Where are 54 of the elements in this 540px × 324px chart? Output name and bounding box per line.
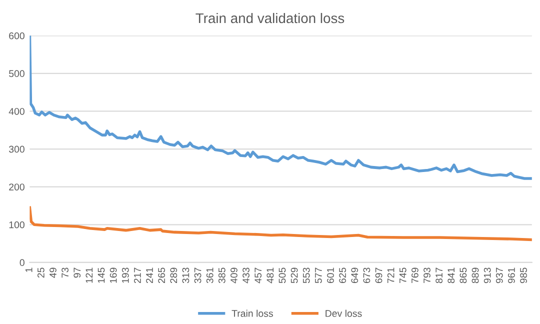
x-tick-label: 721 [387,268,394,284]
x-tick-label: 625 [339,268,346,284]
x-tick-label: 913 [484,268,491,284]
x-tick-label: 697 [375,268,382,284]
x-tick-label: 889 [472,268,479,284]
x-tick-label: 937 [496,268,503,284]
x-tick-label: 673 [363,268,370,284]
x-tick-label: 745 [400,268,406,284]
x-tick-label: 817 [436,268,443,284]
x-tick-label: 649 [351,268,358,284]
x-tick-label: 1 [26,268,32,272]
y-tick-label: 400 [8,108,24,115]
x-tick-label: 361 [206,268,214,284]
x-tick-label: 409 [230,268,238,284]
x-tick-label: 865 [460,268,467,284]
x-tick-label: 961 [508,268,515,284]
x-tick-label: 769 [412,268,418,284]
x-tick-label: 433 [242,268,250,284]
legend-label: Dev loss [326,310,362,317]
x-tick-label: 73 [62,268,69,278]
chart-title: Train and validation loss [196,12,344,24]
x-tick-label: 553 [302,268,310,284]
x-tick-label: 481 [266,268,274,284]
x-tick-label: 241 [146,268,153,284]
y-tick-label: 500 [9,70,24,78]
x-tick-label: 385 [218,268,226,284]
x-tick-label: 145 [98,268,105,283]
y-tick-label: 600 [9,32,24,40]
y-tick-label: 200 [9,184,24,190]
x-tick-label: 505 [278,268,286,284]
x-tick-label: 457 [254,268,262,284]
x-tick-label: 97 [74,268,81,278]
x-tick-label: 529 [290,268,298,284]
x-tick-label: 313 [182,268,190,284]
y-tick-label: 100 [9,221,24,228]
x-tick-label: 985 [520,268,527,284]
x-tick-label: 601 [327,268,334,284]
x-tick-label: 289 [170,268,178,284]
x-tick-label: 121 [86,268,93,283]
x-tick-label: 49 [50,268,56,278]
x-tick-label: 25 [37,268,44,278]
legend-label: Train loss [232,310,273,317]
x-tick-label: 337 [194,268,202,284]
x-tick-label: 169 [110,268,117,283]
line-series [30,36,532,180]
line-series [30,206,532,242]
x-tick-label: 793 [424,268,430,284]
x-tick-label: 841 [448,268,455,284]
x-tick-label: 577 [315,268,322,284]
x-tick-label: 193 [122,268,129,283]
x-tick-label: 217 [134,268,141,284]
y-tick-label: 0 [20,259,24,266]
x-tick-label: 265 [158,268,166,284]
y-tick-label: 300 [8,146,24,153]
